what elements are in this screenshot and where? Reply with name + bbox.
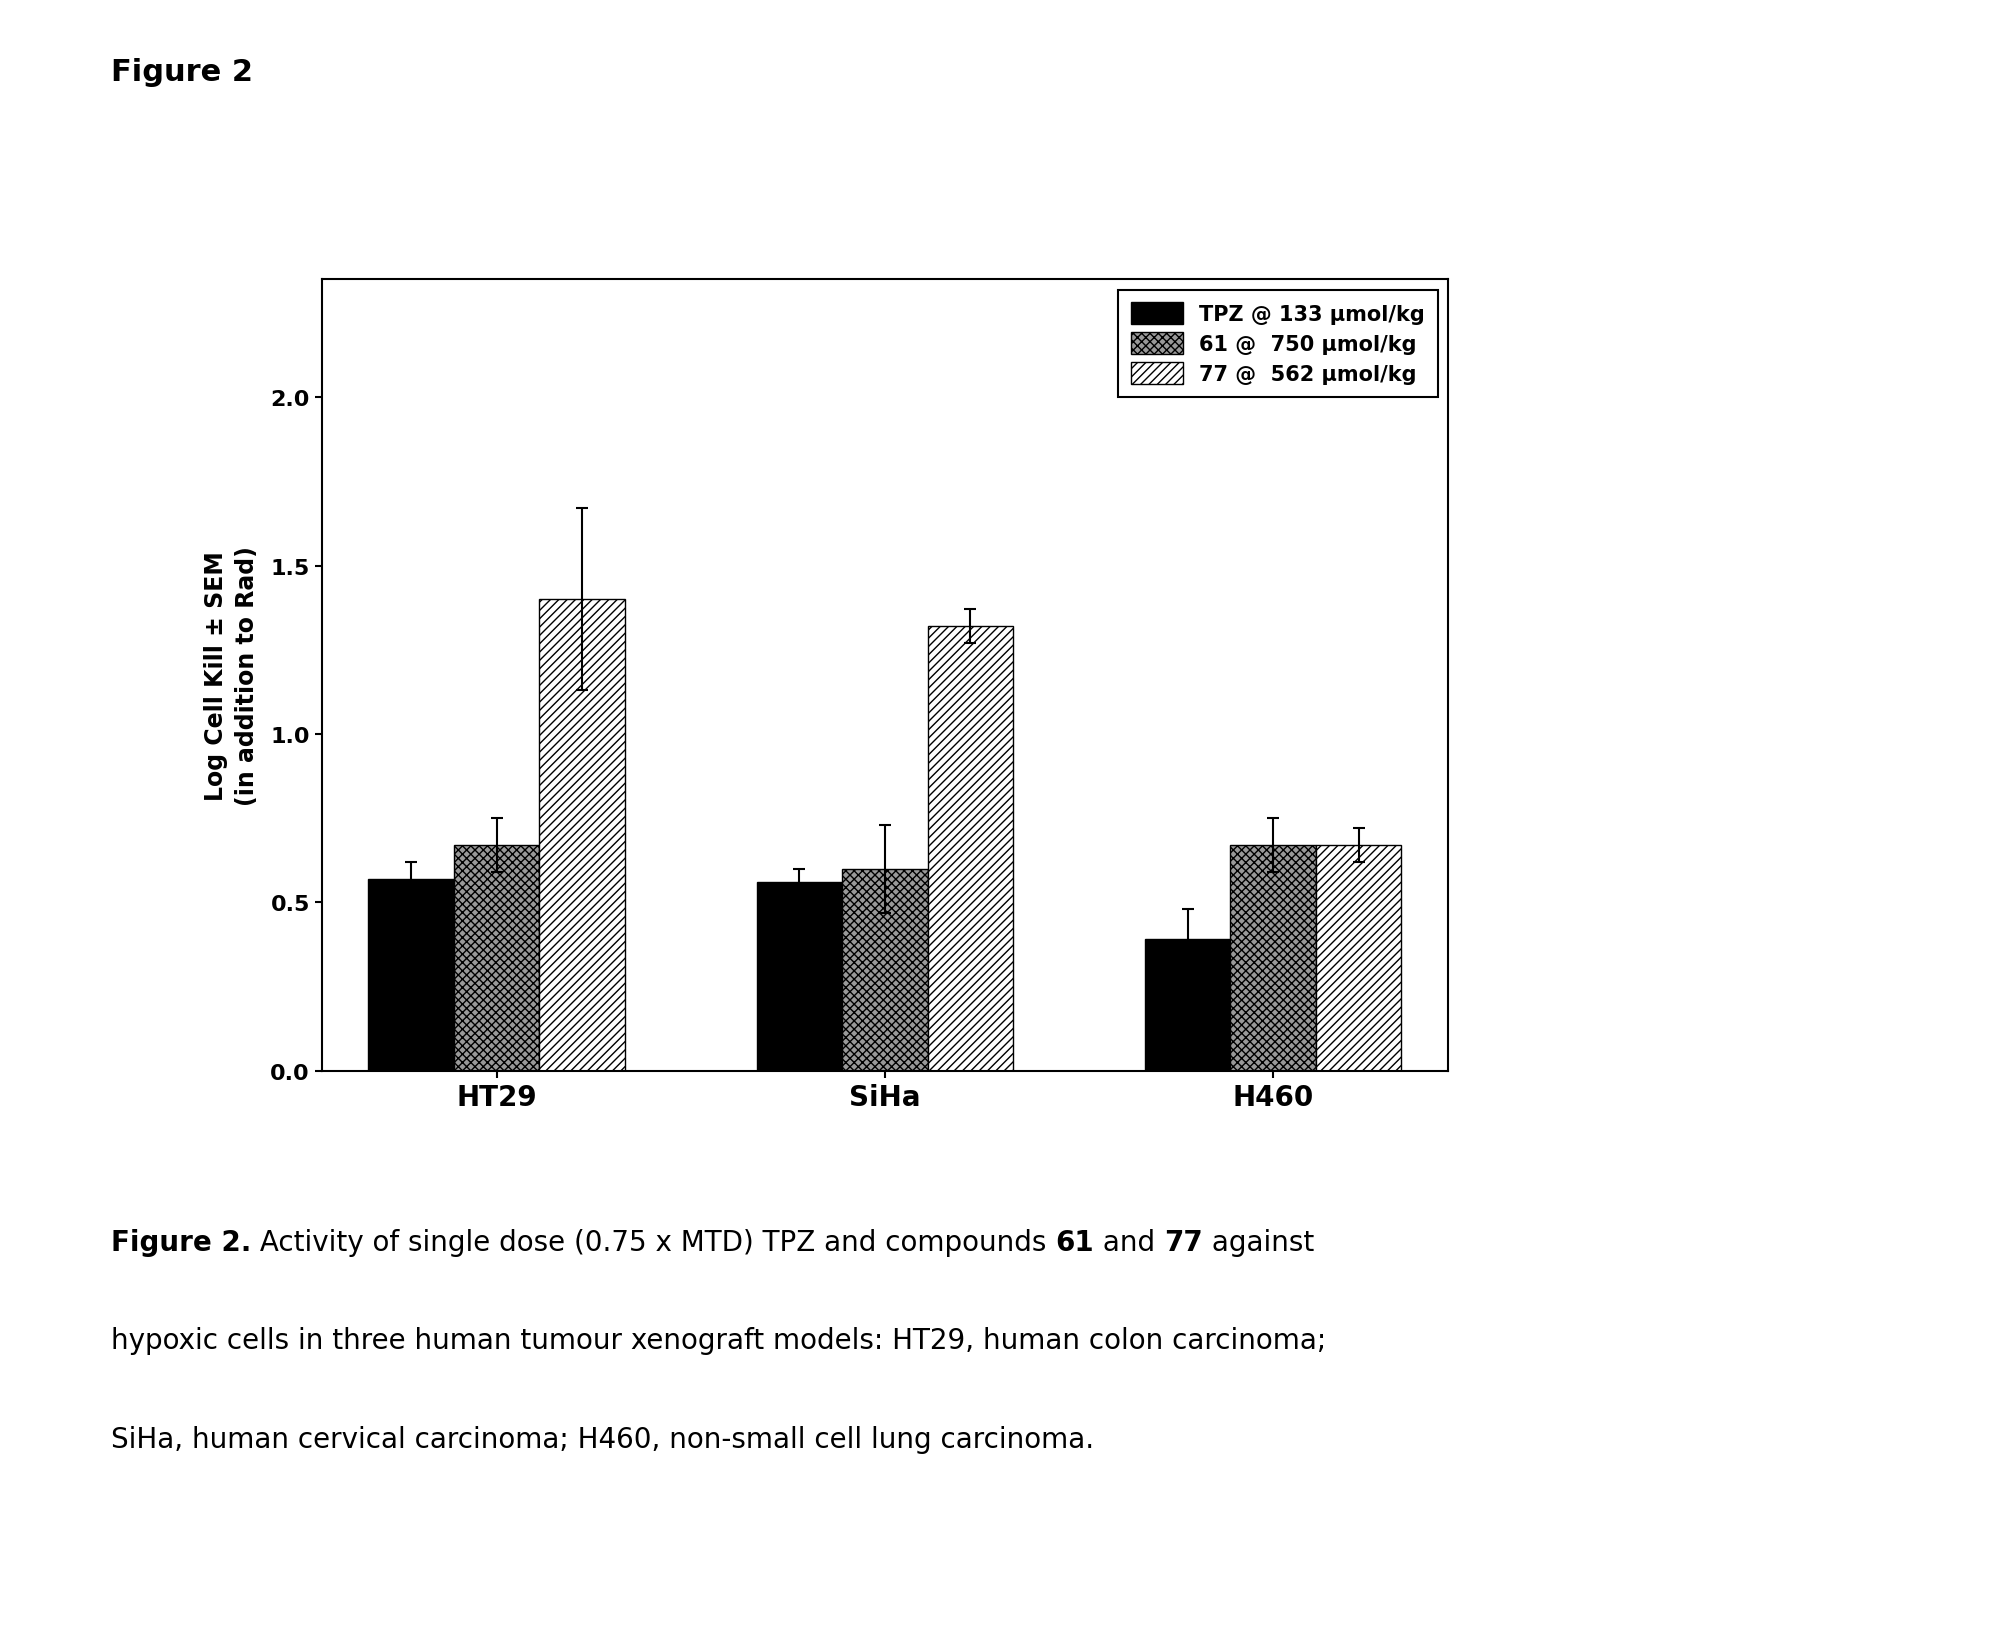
Text: and: and xyxy=(1094,1228,1164,1256)
Text: against: against xyxy=(1203,1228,1313,1256)
Text: Figure 2: Figure 2 xyxy=(111,58,253,87)
Bar xyxy=(1144,939,1231,1071)
Text: hypoxic cells in three human tumour xenograft models: HT29, human colon carcinom: hypoxic cells in three human tumour xeno… xyxy=(111,1327,1325,1355)
Text: Activity of single dose (0.75 x MTD) TPZ and compounds: Activity of single dose (0.75 x MTD) TPZ… xyxy=(251,1228,1056,1256)
Bar xyxy=(1231,845,1315,1071)
Text: 77: 77 xyxy=(1164,1228,1203,1256)
Text: Figure 2.: Figure 2. xyxy=(111,1228,251,1256)
Y-axis label: Log Cell Kill ± SEM
(in addition to Rad): Log Cell Kill ± SEM (in addition to Rad) xyxy=(203,545,259,806)
Text: SiHa, human cervical carcinoma; H460, non-small cell lung carcinoma.: SiHa, human cervical carcinoma; H460, no… xyxy=(111,1426,1094,1454)
Bar xyxy=(539,600,625,1071)
Text: 61: 61 xyxy=(1056,1228,1094,1256)
Bar xyxy=(368,880,454,1071)
Bar xyxy=(843,868,927,1071)
Bar xyxy=(756,883,843,1071)
Bar xyxy=(927,626,1014,1071)
Bar xyxy=(454,845,539,1071)
Bar xyxy=(1315,845,1402,1071)
Legend: TPZ @ 133 μmol/kg, 61 @  750 μmol/kg, 77 @  562 μmol/kg: TPZ @ 133 μmol/kg, 61 @ 750 μmol/kg, 77 … xyxy=(1118,290,1438,397)
